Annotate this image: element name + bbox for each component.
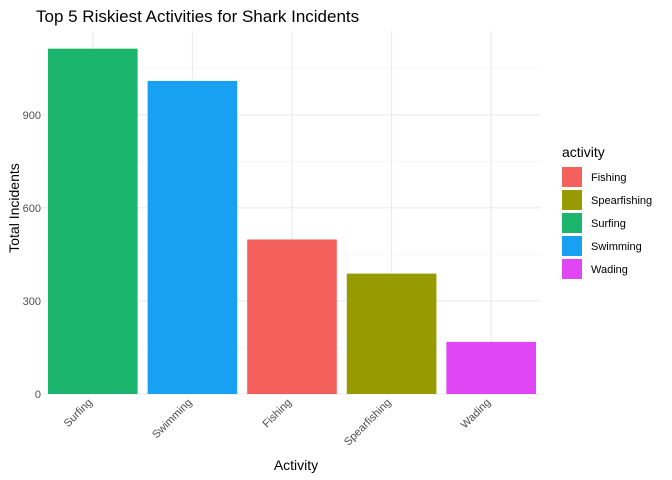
- bar-swimming: [147, 80, 238, 394]
- x-axis-title: Activity: [274, 457, 318, 473]
- y-tick-label: 0: [35, 389, 41, 401]
- x-tick-label: Swimming: [150, 397, 194, 441]
- legend-key: [562, 213, 582, 233]
- chart-title: Top 5 Riskiest Activities for Shark Inci…: [36, 7, 359, 26]
- legend-label: Fishing: [591, 172, 626, 184]
- bar-spearfishing: [346, 273, 437, 394]
- legend-label: Spearfishing: [591, 195, 652, 207]
- legend-label: Wading: [591, 264, 628, 276]
- legend-key: [562, 259, 582, 279]
- legend-label: Swimming: [591, 241, 642, 253]
- plot-area: 0 300 600 900 Surfing Swimming Fishing Spearfis…: [23, 31, 541, 448]
- y-tick-label: 900: [23, 110, 41, 122]
- legend-key: [562, 190, 582, 210]
- y-axis-title: Total Incidents: [6, 163, 22, 253]
- x-tick-label: Spearfishing: [342, 397, 394, 449]
- y-tick-label: 300: [23, 296, 41, 308]
- legend-key: [562, 236, 582, 256]
- x-tick-label: Fishing: [261, 397, 295, 431]
- bar-surfing: [47, 48, 138, 394]
- legend: activity Fishing Spearfishing Surfing Swimm…: [562, 144, 652, 279]
- bar-wading: [446, 341, 537, 394]
- legend-title: activity: [562, 144, 605, 160]
- x-tick-label: Surfing: [62, 397, 95, 430]
- legend-key: [562, 167, 582, 187]
- y-tick-label: 600: [23, 203, 41, 215]
- bar-fishing: [247, 239, 337, 394]
- x-tick-label: Wading: [459, 397, 494, 432]
- legend-label: Surfing: [591, 218, 626, 230]
